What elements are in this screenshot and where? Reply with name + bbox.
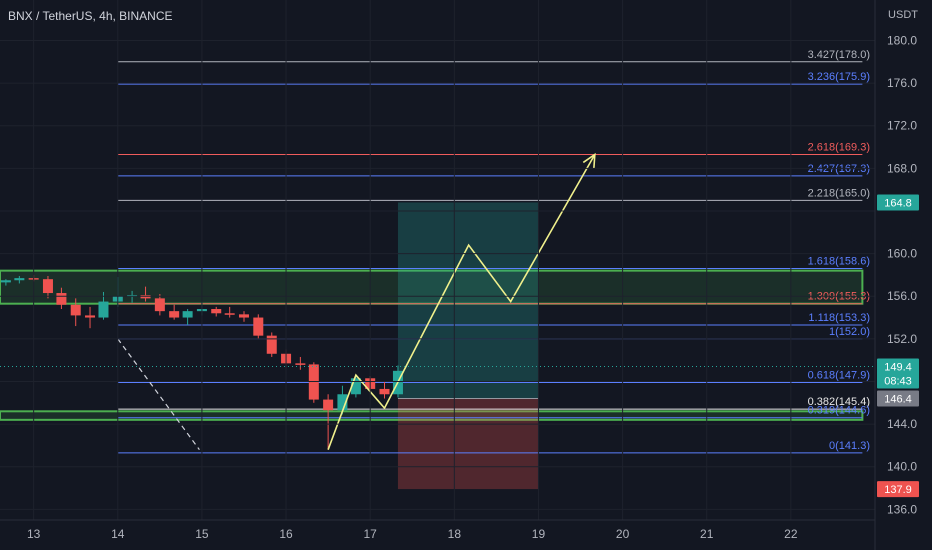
y-tick-label: 180.0 (887, 33, 917, 47)
fib-level-label: 0.382(145.4) (808, 396, 870, 408)
candle-body (140, 295, 151, 299)
x-tick-label: 20 (616, 527, 630, 541)
candle-body (56, 293, 67, 305)
position-stop-area (397, 398, 539, 490)
symbol-title[interactable]: BNX / TetherUS, 4h, BINANCE (8, 9, 173, 23)
candle-body (323, 399, 334, 411)
last-price-tag-bg (877, 358, 919, 389)
price-tag-bg (877, 194, 919, 211)
y-tick-label: 136.0 (887, 502, 917, 516)
candle-body (253, 317, 264, 336)
fib-level-label: 1.618(158.6) (808, 256, 870, 268)
price-tag-bg (877, 390, 919, 407)
y-tick-label: 156.0 (887, 289, 917, 303)
candle-body (70, 304, 81, 316)
y-tick-label: 140.0 (887, 460, 917, 474)
fib-level-label: 0.618(147.9) (808, 370, 870, 382)
y-tick-label: 160.0 (887, 247, 917, 261)
x-tick-label: 13 (27, 527, 41, 541)
x-tick-label: 19 (532, 527, 546, 541)
candle-body (266, 335, 277, 354)
fib-level-label: 0(141.3) (829, 440, 870, 452)
y-tick-label: 168.0 (887, 161, 917, 175)
price-tag-bg (877, 481, 919, 498)
y-tick-label: 152.0 (887, 332, 917, 346)
projection-path (327, 154, 596, 450)
candle-body (350, 378, 361, 395)
candle-body (42, 279, 53, 294)
price-tag: 146.4 (884, 394, 912, 406)
candle-body (169, 311, 180, 318)
currency-label[interactable]: USDT (888, 9, 918, 21)
y-tick-label: 144.0 (887, 417, 917, 431)
price-tags-layer: 164.8 146.4 137.9 149.4 08:43 (877, 194, 919, 498)
price-tag: 137.9 (884, 484, 912, 496)
x-tick-label: 14 (111, 527, 125, 541)
y-tick-label: 176.0 (887, 76, 917, 90)
fib-level-label: 1.118(153.3) (808, 312, 870, 324)
x-tick-label: 21 (700, 527, 714, 541)
candle-body (238, 314, 249, 318)
countdown-label: 08:43 (884, 376, 912, 388)
candle-body (0, 280, 11, 283)
fib-level-label: 3.236(175.9) (808, 71, 870, 83)
x-tick-label: 15 (195, 527, 209, 541)
drawings-layer (0, 152, 875, 451)
position-layer (397, 202, 539, 490)
candle-body (98, 301, 109, 318)
x-tick-label: 17 (364, 527, 378, 541)
dashed-trend-line (117, 338, 200, 451)
last-price-tag: 149.4 (884, 362, 912, 374)
price-tag: 164.8 (884, 197, 912, 209)
candle-body (211, 309, 222, 314)
position-target-area (397, 202, 539, 399)
fib-level-label: 0.319(144.6) (808, 405, 870, 417)
candle-body (379, 388, 390, 395)
fib-level-label: 2.618(169.3) (808, 142, 870, 154)
candle-body (154, 298, 165, 312)
candle-body (295, 363, 306, 365)
fib-level-label: 3.427(178.0) (808, 49, 870, 61)
x-tick-label: 16 (279, 527, 293, 541)
candle-body (85, 315, 96, 318)
x-tick-label: 22 (784, 527, 798, 541)
candle-body (308, 364, 319, 400)
fib-level-label: 1(152.0) (829, 326, 870, 338)
candle-body (337, 394, 348, 411)
fib-level-label: 2.218(165.0) (808, 187, 870, 199)
projection-arrowhead (582, 152, 596, 169)
candle-body (224, 313, 235, 315)
x-tick-label: 18 (448, 527, 462, 541)
candle-body (182, 311, 193, 318)
candle-body (14, 278, 25, 281)
lower-zone (0, 410, 864, 421)
y-tick-label: 172.0 (887, 119, 917, 133)
